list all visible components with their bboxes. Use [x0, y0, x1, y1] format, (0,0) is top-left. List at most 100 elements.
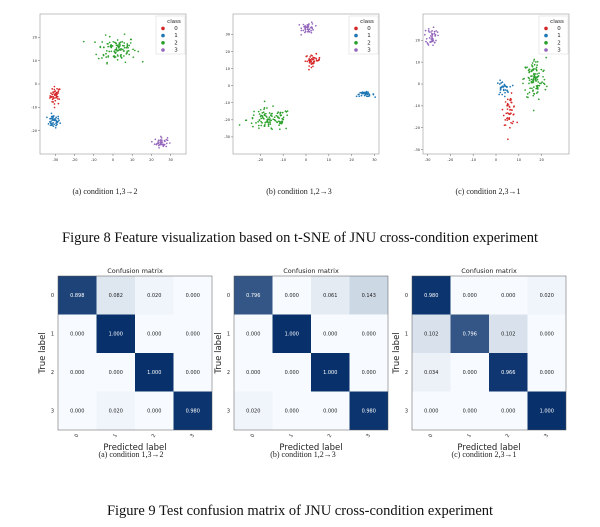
legend-label-2: 2 [174, 40, 178, 46]
figure8-caption: Figure 8 Feature visualization based on … [62, 230, 538, 246]
scatter-point-class-2 [534, 67, 536, 70]
scatter-point-class-2 [545, 85, 548, 88]
scatter-point-class-3 [424, 29, 427, 32]
legend-box [155, 15, 186, 55]
x-tick-label: 0 [74, 433, 81, 439]
scatter-point-class-2 [257, 110, 260, 113]
matrix-cell-value: 0.898 [70, 293, 84, 299]
matrix-cell-value: 0.000 [362, 332, 376, 338]
scatter-point-class-2 [250, 122, 253, 125]
y-tick-label: -10 [31, 106, 37, 110]
scatter-point-class-2 [128, 44, 131, 47]
matrix-cell [489, 314, 528, 353]
scatter-point-class-2 [533, 74, 536, 77]
matrix-cell [234, 353, 273, 392]
scatter-point-class-3 [300, 33, 303, 36]
scatter-point-class-0 [509, 109, 511, 111]
scatter-point-class-1 [51, 124, 53, 127]
matrix-cell-value: 0.000 [424, 409, 438, 415]
scatter-point-class-2 [523, 77, 525, 80]
scatter-point-class-2 [261, 116, 264, 118]
matrix-cell-value: 0.000 [501, 409, 515, 415]
scatter-point-class-2 [260, 120, 262, 123]
scatter-point-class-2 [285, 127, 288, 130]
scatter-point-class-2 [260, 117, 263, 120]
confusion-panel-a: Confusion matrix 0.898 0.082 0.020 0.000 0.00… [38, 267, 213, 452]
scatter-point-class-0 [51, 100, 54, 103]
scatter-point-class-2 [532, 89, 534, 92]
scatter-point-class-1 [499, 91, 502, 94]
matrix-cell-value: 0.000 [323, 409, 337, 415]
scatter-point-class-3 [431, 35, 433, 37]
scatter-point-class-0 [309, 56, 311, 58]
scatter-point-class-2 [280, 120, 282, 123]
scatter-point-class-0 [310, 66, 313, 69]
matrix-frame [411, 275, 567, 431]
scatter-point-class-1 [504, 89, 507, 91]
scatter-point-class-2 [106, 61, 108, 64]
legend-title: class [360, 19, 374, 25]
scatter-point-class-2 [527, 96, 529, 99]
matrix-cell [450, 276, 489, 315]
scatter-point-class-1 [506, 90, 509, 92]
scatter-point-class-2 [532, 86, 535, 88]
scatter-point-class-2 [531, 65, 534, 68]
scatter-point-class-3 [427, 28, 430, 30]
scatter-point-class-2 [105, 49, 108, 52]
legend-marker-1 [354, 33, 358, 38]
scatter-point-class-3 [423, 33, 426, 36]
scatter-point-class-1 [501, 93, 504, 96]
scatter-point-class-2 [121, 48, 124, 51]
matrix-cell [311, 391, 350, 430]
y-tick-label: 10 [33, 59, 37, 63]
scatter-point-class-2 [532, 81, 535, 83]
matrix-cell-value: 0.980 [362, 409, 376, 415]
scatter-point-class-2 [268, 116, 271, 119]
scatter-point-class-3 [428, 31, 431, 33]
matrix-cell [58, 391, 97, 430]
scatter-point-class-2 [261, 112, 264, 114]
scatter-point-class-2 [285, 111, 288, 113]
matrix-cell [272, 391, 311, 430]
scatter-point-class-0 [53, 106, 56, 109]
scatter-point-class-1 [50, 115, 53, 118]
scatter-point-class-2 [252, 114, 255, 116]
scatter-point-class-0 [310, 60, 313, 62]
matrix-cell [412, 353, 451, 392]
x-tick-label: 10 [517, 158, 521, 162]
scatter-point-class-3 [154, 138, 157, 141]
scatter-point-class-1 [362, 91, 365, 94]
matrix-cell-value: 0.000 [285, 293, 299, 299]
matrix-cell-value: 0.000 [323, 332, 337, 338]
legend-label-2: 2 [367, 40, 371, 46]
scatter-point-class-2 [542, 82, 545, 85]
scatter-point-class-2 [119, 44, 121, 47]
scatter-point-class-1 [503, 95, 506, 98]
scatter-point-class-1 [358, 95, 361, 98]
scatter-point-class-0 [308, 60, 311, 63]
scatter-point-class-3 [437, 34, 439, 37]
scatter-point-class-0 [510, 98, 512, 101]
scatter-point-class-2 [126, 51, 128, 54]
scatter-point-class-2 [276, 121, 278, 123]
scatter-point-class-0 [508, 106, 511, 108]
scatter-point-class-1 [499, 83, 501, 85]
scatter-point-class-1 [50, 112, 53, 115]
scatter-point-class-2 [538, 72, 540, 75]
matrix-cell-value: 0.000 [186, 293, 200, 299]
scatter-point-class-0 [506, 117, 509, 119]
matrix-cell-value: 0.980 [424, 293, 438, 299]
legend-marker-0 [354, 26, 358, 31]
matrix-cell [135, 391, 174, 430]
scatter-point-class-3 [161, 143, 163, 145]
y-tick-label: 2 [405, 370, 408, 376]
y-tick-label: 3 [405, 409, 408, 415]
matrix-cell [349, 391, 388, 430]
legend-box [538, 15, 569, 55]
scatter-point-class-0 [504, 124, 507, 126]
scatter-point-class-0 [315, 59, 318, 62]
scatter-point-class-2 [263, 108, 265, 111]
scatter-point-class-2 [536, 64, 538, 67]
scatter-point-class-0 [311, 58, 314, 61]
